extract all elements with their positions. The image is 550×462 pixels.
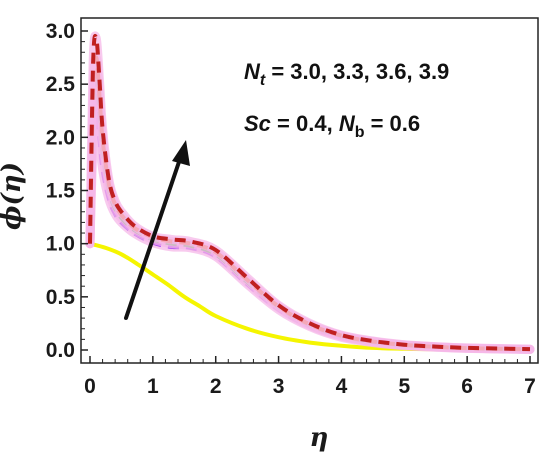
y-tick-label: 2.0 <box>46 126 75 149</box>
x-axis-label: η <box>310 423 329 453</box>
annotation-nt-subscript: t <box>260 72 266 89</box>
y-tick-label: 1.0 <box>46 233 75 256</box>
series-line-4 <box>88 33 531 352</box>
annotation-sc-value: = 0.4, <box>271 111 339 136</box>
annotation-nb-value: = 0.6 <box>364 111 420 136</box>
trend-arrow-head <box>172 140 190 166</box>
tick-layer: 0 1 2 3 4 5 6 7 0.0 0.5 1.0 1.5 2.0 2.5 3.0 <box>46 20 536 398</box>
x-tick-label: 3 <box>273 375 285 398</box>
x-tick-label: 5 <box>398 375 410 398</box>
series-layer <box>85 31 535 354</box>
annotation-nt-values: = 3.0, 3.3, 3.6, 3.9 <box>265 59 449 84</box>
y-tick-label: 1.5 <box>46 180 76 203</box>
y-tick-label: 0.5 <box>46 286 76 309</box>
y-axis-label: ϕ(η) <box>0 162 27 230</box>
trend-arrow-shaft <box>124 154 183 320</box>
y-tick-label: 0.0 <box>46 339 75 362</box>
annotation-sc-symbol: Sc <box>244 111 271 136</box>
x-tick-label: 1 <box>147 375 159 398</box>
x-tick-label: 6 <box>461 375 473 398</box>
trend-arrow <box>124 140 190 320</box>
annotation-nt-symbol: N <box>244 59 261 84</box>
y-tick-label: 2.5 <box>46 73 76 96</box>
annotation-nb-subscript: b <box>355 124 365 141</box>
annotation-nt: Nt = 3.0, 3.3, 3.6, 3.9 <box>244 59 449 89</box>
y-tick-label: 3.0 <box>46 20 75 43</box>
x-tick-label: 2 <box>210 375 222 398</box>
annotation-nb-symbol: N <box>339 111 356 136</box>
x-tick-label: 4 <box>336 375 348 398</box>
annotation-sc-nb: Sc = 0.4, Nb = 0.6 <box>244 111 420 141</box>
x-tick-label: 7 <box>524 375 536 398</box>
x-tick-label: 0 <box>84 375 96 398</box>
